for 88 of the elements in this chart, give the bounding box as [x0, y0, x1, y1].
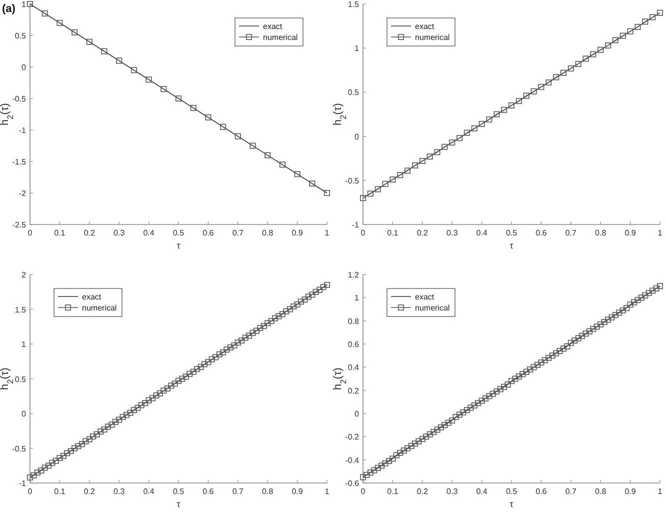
y-tick-label: 0.4 [348, 363, 360, 372]
y-tick-label: -1.5 [12, 158, 27, 166]
x-tick-label: 0.2 [84, 487, 96, 496]
x-tick-label: 0.6 [202, 228, 214, 238]
x-tick-label: 0.3 [446, 228, 458, 238]
x-tick-label: 0 [360, 228, 366, 238]
y-tick-label: 2 [22, 270, 27, 280]
x-axis-title: τ [510, 499, 514, 509]
y-tick-label: -0.5 [12, 94, 27, 104]
x-tick-label: 0.5 [172, 228, 185, 238]
y-tick-label: 0 [22, 410, 27, 418]
legend-label: numerical [263, 33, 298, 42]
x-tick-label: 0.9 [292, 228, 304, 238]
x-tick-label: 0 [28, 487, 33, 496]
legend-label: exact [415, 292, 435, 302]
x-tick-label: 0.4 [143, 487, 155, 496]
x-tick-label: 0.2 [84, 228, 96, 238]
text: (a) [2, 3, 16, 15]
x-axis-title: τ [176, 240, 181, 250]
x-tick-label: 0.1 [54, 487, 66, 496]
legend-label: exact [263, 22, 283, 31]
legend-label: numerical [82, 304, 117, 312]
x-tick-label: 0.9 [624, 487, 636, 496]
y-tick-label: -1 [352, 220, 360, 230]
x-tick-label: 0.6 [536, 228, 548, 238]
x-tick-label: 0.8 [262, 487, 274, 496]
y-tick-label: 1.2 [348, 270, 360, 280]
y-tick-label: -0.5 [345, 176, 360, 186]
x-tick-label: 0.9 [624, 228, 636, 238]
x-tick-label: 0.5 [172, 487, 185, 496]
y-tick-label: 0 [22, 63, 27, 72]
x-tick-label: 0.8 [262, 228, 274, 238]
y-tick-label: -0.2 [345, 432, 360, 442]
x-tick-label: 0.8 [595, 228, 607, 238]
y-tick-label: 0.2 [348, 386, 360, 396]
y-tick-label: -0.4 [345, 456, 360, 465]
y-tick-label: 1.5 [348, 0, 360, 9]
y-tick-label: 0.5 [14, 374, 27, 384]
x-axis-title: τ [176, 499, 181, 509]
legend-label: numerical [415, 304, 450, 312]
x-tick-label: 0.3 [114, 487, 126, 496]
x-tick-label: 0.4 [476, 228, 488, 238]
x-tick-label: 0.4 [476, 487, 488, 496]
x-tick-label: 0.5 [506, 228, 518, 238]
x-tick-label: 0.2 [416, 487, 429, 496]
x-tick-label: 0.5 [506, 487, 518, 496]
y-tick-label: 0.5 [14, 32, 27, 40]
x-tick-label: 0.7 [565, 228, 578, 238]
y-tick-label: -0.5 [12, 444, 27, 454]
x-tick-label: 0.8 [595, 487, 607, 496]
x-tick-label: 0.1 [387, 487, 399, 496]
x-tick-label: 0 [28, 228, 33, 238]
y-tick-label: -2.5 [12, 220, 27, 230]
x-tick-label: 0.1 [387, 228, 399, 238]
x-tick-label: 0.1 [54, 228, 66, 238]
x-tick-label: 1 [324, 228, 330, 238]
x-tick-label: 0.7 [232, 228, 244, 238]
legend-label: numerical [415, 33, 450, 42]
y-tick-label: 1 [22, 0, 27, 9]
y-tick-label: 1 [354, 44, 360, 54]
x-tick-label: 0 [360, 487, 366, 496]
x-tick-label: 0.6 [202, 487, 214, 496]
y-tick-label: -2 [18, 189, 27, 198]
x-tick-label: 1 [658, 228, 663, 238]
x-tick-label: 0.2 [416, 228, 429, 238]
y-tick-label: -1 [18, 479, 27, 488]
x-tick-label: 0.3 [446, 487, 458, 496]
x-tick-label: 0.7 [565, 487, 578, 496]
x-tick-label: 0.7 [232, 487, 244, 496]
y-tick-label: -0.6 [345, 479, 360, 488]
y-tick-label: 0.6 [348, 340, 360, 349]
y-tick-label: 1 [22, 340, 27, 349]
y-tick-label: 0.8 [348, 316, 360, 326]
y-tick-label: 1 [354, 294, 360, 303]
x-tick-label: 1 [658, 487, 663, 496]
y-tick-label: 1.5 [14, 305, 27, 314]
x-tick-label: 0.3 [114, 228, 126, 238]
y-tick-label: 0 [354, 410, 360, 418]
legend-label: exact [82, 292, 102, 302]
x-tick-label: 0.4 [143, 228, 155, 238]
y-tick-label: -1 [18, 126, 27, 135]
y-tick-label: 0.5 [348, 88, 360, 98]
y-tick-label: 0 [354, 132, 360, 142]
x-tick-label: 0.9 [292, 487, 304, 496]
x-axis-title: τ [510, 240, 514, 250]
x-tick-label: 0.6 [536, 487, 548, 496]
x-tick-label: 1 [324, 487, 330, 496]
legend-label: exact [415, 22, 435, 31]
